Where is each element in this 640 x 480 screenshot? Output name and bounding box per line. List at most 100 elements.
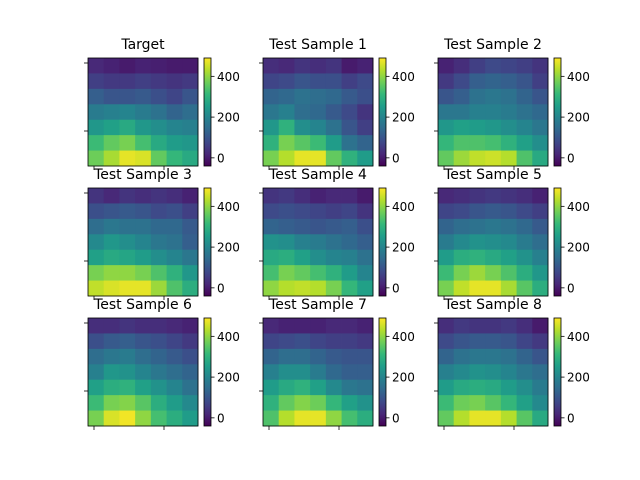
heatmap-cell [182,150,199,167]
heatmap-cell [135,410,152,427]
heatmap-cell [325,318,342,334]
heatmap-cell [453,318,470,334]
heatmap-cell [500,364,517,381]
heatmap-panel: 0 200 400 Target [84,37,240,170]
heatmap-cell [278,395,295,411]
heatmap-cell [341,104,358,121]
heatmap-cell [135,104,152,121]
heatmap-cell [438,150,455,167]
heatmap-cell [532,218,549,235]
colorbar-tick-label: 200 [392,241,415,255]
heatmap-cell [88,119,105,136]
heatmap-cell [135,203,152,220]
heatmap-cell [516,395,533,411]
heatmap-cell [485,104,502,121]
heatmap-cell [516,333,533,350]
colorbar-tick-label: 200 [567,111,590,125]
heatmap-cell [88,58,105,74]
heatmap-cell [357,395,374,411]
heatmap-cell [88,395,105,411]
panel-title: Test Sample 4 [268,167,367,183]
panel-frame [437,317,549,427]
heatmap-cell [150,318,167,334]
heatmap-cell [485,218,502,235]
heatmap-cell [341,348,358,365]
heatmap-cell [166,150,183,167]
heatmap-cell [325,73,342,90]
heatmap-cell [294,135,311,151]
heatmap-cell [88,410,105,427]
heatmap-cell [357,364,374,381]
heatmap-cell [438,203,455,220]
heatmap-cell [182,364,199,381]
colorbar-tick-label: 400 [392,200,415,214]
heatmap-cell [166,280,183,297]
heatmap-cell [135,265,152,281]
heatmap-cell [500,119,517,136]
heatmap-cell [357,203,374,220]
colorbar-tick-label: 0 [217,281,225,295]
heatmap-cell [453,73,470,90]
heatmap-cell [119,119,136,136]
heatmap-cell [310,188,327,204]
heatmap-panel: 0 200 400 Test Sample 7 [259,297,415,430]
heatmap-cell [325,249,342,266]
heatmap-cell [135,333,152,350]
heatmap-cell [263,188,280,204]
colorbar-tick-label: 0 [392,151,400,165]
heatmap-cell [532,150,549,167]
heatmap-cell [485,379,502,396]
panel-frame [437,57,549,167]
heatmap-cell [500,218,517,235]
heatmap-cell [278,135,295,151]
heatmap-cell [516,119,533,136]
heatmap-cell [166,379,183,396]
heatmap-cell [532,119,549,136]
heatmap-cell [310,135,327,151]
heatmap-cell [263,265,280,281]
colorbar [378,317,387,427]
heatmap-cell [485,58,502,74]
heatmap-cell [103,333,120,350]
heatmap-cell [438,88,455,105]
heatmap-panel: 0 200 400 Test Sample 3 [84,167,240,300]
heatmap-cell [182,379,199,396]
heatmap-cell [150,104,167,121]
heatmap-cell [438,348,455,365]
heatmap-cell [438,410,455,427]
heatmap-cell [357,280,374,297]
heatmap-cell [532,364,549,381]
heatmap-cell [357,58,374,74]
heatmap-cell [453,280,470,297]
heatmap-cell [453,203,470,220]
heatmap-cell [119,104,136,121]
heatmap-cell [310,58,327,74]
heatmap-cell [150,348,167,365]
heatmap-cell [166,88,183,105]
heatmap-cell [516,249,533,266]
heatmap-cell [263,364,280,381]
heatmap-cell [357,73,374,90]
heatmap-cell [103,265,120,281]
colorbar-tick-label: 0 [217,151,225,165]
heatmap-cell [294,104,311,121]
heatmap-cell [310,73,327,90]
heatmap-cell [325,88,342,105]
heatmap-cell [357,104,374,121]
heatmap-cell [119,73,136,90]
heatmap-cell [310,348,327,365]
heatmap-cell [103,280,120,297]
heatmap-cell [166,73,183,90]
heatmap-cell [516,265,533,281]
heatmap-cell [150,364,167,381]
heatmap-cell [485,234,502,251]
heatmap-cell [485,203,502,220]
heatmap-cell [500,150,517,167]
colorbar-tick-label: 400 [392,330,415,344]
heatmap-cell [263,150,280,167]
heatmap-cell [119,249,136,266]
heatmap-panel: 0 200 400 Test Sample 2 [434,37,590,170]
colorbar [553,317,562,427]
heatmap-cell [182,234,199,251]
heatmap-cell [453,188,470,204]
